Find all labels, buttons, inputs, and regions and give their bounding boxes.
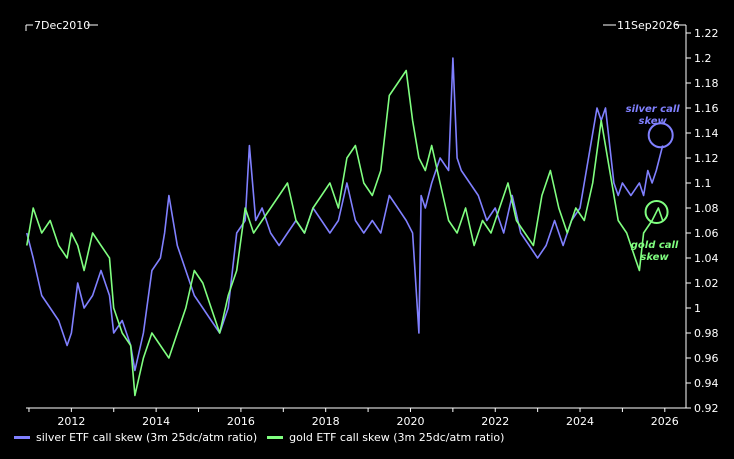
legend-item-gold: gold ETF call skew (3m 25dc/atm ratio): [267, 431, 504, 444]
series-line-silver: [26, 57, 664, 372]
date-range-end: 11Sep2026: [617, 19, 680, 32]
annotation-label-silver: skew: [639, 116, 668, 127]
x-tick-label: 2012: [57, 415, 85, 428]
legend-swatch-gold: [267, 436, 284, 439]
y-tick-label: 1.16: [694, 102, 719, 115]
y-tick-label: 0.96: [694, 352, 719, 365]
x-tick-label: 2014: [142, 415, 170, 428]
y-tick-label: 1.08: [694, 202, 719, 215]
x-tick-label: 2022: [481, 415, 509, 428]
y-tick-label: 1.14: [694, 127, 719, 140]
series-line-gold: [26, 69, 664, 397]
y-tick-label: 1.2: [694, 52, 712, 65]
y-tick-label: 1.1: [694, 177, 712, 190]
y-tick-label: 1.12: [694, 152, 719, 165]
y-tick-label: 0.98: [694, 327, 719, 340]
x-tick-label: 2018: [312, 415, 340, 428]
annotation-label-gold: skew: [640, 252, 669, 263]
x-tick-label: 2024: [566, 415, 594, 428]
date-range-start: 7Dec2010: [34, 19, 90, 32]
annotation-circle-silver: [647, 122, 674, 149]
x-tick-label: 2016: [227, 415, 255, 428]
y-tick-label: 1.22: [694, 27, 719, 40]
y-tick-label: 1.04: [694, 252, 719, 265]
annotation-label-gold: gold call: [631, 240, 679, 251]
y-tick-label: 0.92: [694, 402, 719, 415]
legend-label-silver: silver ETF call skew (3m 25dc/atm ratio): [36, 431, 258, 444]
x-tick-label: 2026: [651, 415, 679, 428]
y-tick-label: 0.94: [694, 377, 719, 390]
y-tick-label: 1.18: [694, 77, 719, 90]
legend-item-silver: silver ETF call skew (3m 25dc/atm ratio): [14, 431, 257, 444]
y-tick-label: 1.02: [694, 277, 719, 290]
annotation-label-silver: silver call: [626, 104, 681, 115]
y-tick-label: 1: [694, 302, 701, 315]
legend: silver ETF call skew (3m 25dc/atm ratio)…: [14, 431, 510, 444]
legend-swatch-silver: [14, 436, 30, 439]
annotation-circle-gold: [644, 200, 669, 224]
legend-label-gold: gold ETF call skew (3m 25dc/atm ratio): [289, 431, 505, 444]
x-tick-label: 2020: [396, 415, 424, 428]
y-tick-label: 1.06: [694, 227, 719, 240]
